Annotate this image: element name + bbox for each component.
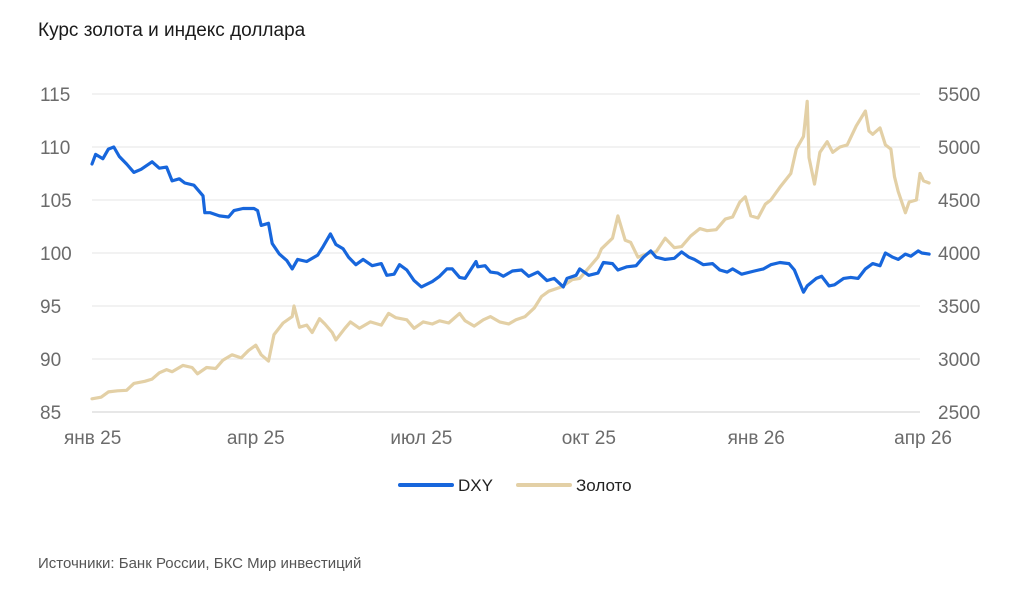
right-tick-label: 2500 (938, 403, 980, 424)
right-tick-label: 3000 (938, 350, 980, 371)
x-tick-label: июл 25 (390, 428, 452, 449)
legend-item: DXY (398, 476, 493, 495)
x-tick-label: янв 26 (728, 428, 785, 449)
left-tick-label: 100 (40, 244, 72, 265)
x-axis-ticks: янв 25 апр 25 июл 25 окт 25 янв 26 апр 26 (64, 428, 952, 449)
right-tick-label: 5500 (938, 85, 980, 106)
left-tick-label: 95 (40, 297, 61, 318)
right-tick-label: 4500 (938, 191, 980, 212)
series-layer (90, 99, 931, 401)
chart-title: Курс золота и индекс доллара (38, 20, 306, 41)
left-axis-ticks: 85 90 95 100 105 110 115 (40, 85, 72, 424)
source-note: Источники: Банк России, БКС Мир инвестиц… (38, 555, 362, 572)
grid-lines (92, 93, 920, 413)
series-line-dxy (90, 145, 931, 294)
right-axis-ticks: 2500 3000 3500 4000 4500 5000 5500 (938, 85, 980, 424)
right-tick-label: 3500 (938, 297, 980, 318)
left-tick-label: 85 (40, 403, 61, 424)
x-tick-label: апр 26 (894, 428, 952, 449)
legend-label: DXY (458, 476, 493, 495)
series-line-gold (90, 99, 931, 401)
left-tick-label: 115 (40, 85, 70, 106)
right-tick-label: 5000 (938, 138, 980, 159)
x-tick-label: апр 25 (227, 428, 285, 449)
legend-item: Золото (516, 476, 632, 495)
x-tick-label: янв 25 (64, 428, 121, 449)
left-tick-label: 110 (40, 138, 70, 159)
legend: DXY Золото (398, 476, 632, 495)
legend-label: Золото (576, 476, 632, 495)
x-tick-label: окт 25 (562, 428, 616, 449)
left-tick-label: 90 (40, 350, 61, 371)
right-tick-label: 4000 (938, 244, 980, 265)
left-tick-label: 105 (40, 191, 72, 212)
